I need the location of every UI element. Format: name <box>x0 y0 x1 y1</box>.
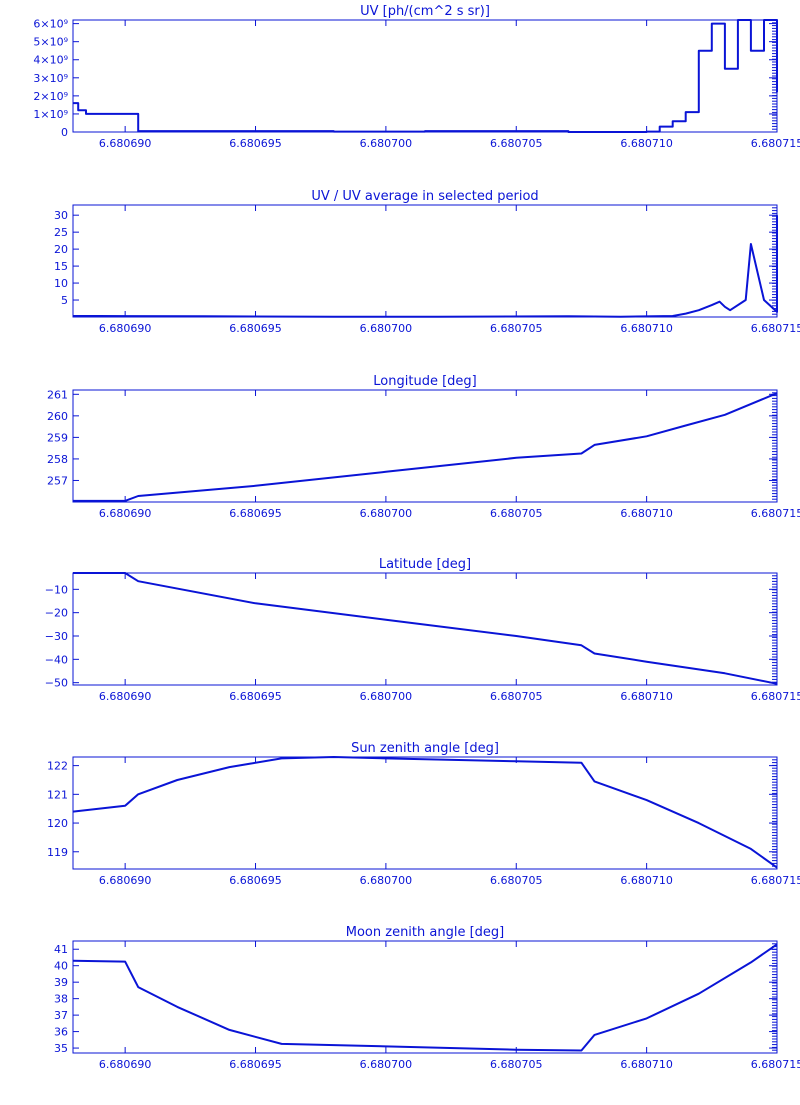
x-tick-label: 6.680690 <box>99 322 152 335</box>
y-tick-label: 261 <box>47 388 68 401</box>
x-tick-label: 6.680700 <box>360 1058 413 1071</box>
plot-frame <box>72 940 778 1054</box>
y-tick-label: 4×10⁹ <box>33 54 68 67</box>
chart-title: Sun zenith angle [deg] <box>351 741 499 756</box>
chart-panel-3: Longitude [deg] 6.680690 6.680695 6.680700 6… <box>47 374 800 520</box>
x-tick-label: 6.680695 <box>229 137 282 150</box>
x-tick-label: 6.680710 <box>620 690 673 703</box>
y-tick-label: 37 <box>54 1009 68 1022</box>
x-tick-label: 6.680705 <box>490 1058 543 1071</box>
series-line-1 <box>73 392 778 502</box>
y-tick-label: 25 <box>54 226 68 239</box>
chart-panel-2: UV / UV average in selected period 6.6806… <box>54 189 800 335</box>
y-tick-label: 258 <box>47 453 68 466</box>
chart-panel-4: Latitude [deg] 6.680690 6.680695 6.680700 6.… <box>45 557 800 703</box>
series-line-1 <box>73 215 778 318</box>
y-tick-label: 259 <box>47 431 68 444</box>
x-tick-label: 6.680705 <box>490 874 543 887</box>
y-tick-label: 35 <box>54 1042 68 1055</box>
y-tick-label: −10 <box>45 583 68 596</box>
x-tick-label: 6.680710 <box>620 322 673 335</box>
chart-panel-1: UV [ph/(cm^2 s sr)] 6.680690 6.680695 6.680… <box>33 4 800 150</box>
chart-title: UV [ph/(cm^2 s sr)] <box>360 4 490 19</box>
y-tick-label: 120 <box>47 817 68 830</box>
x-tick-label: 6.680710 <box>620 507 673 520</box>
series-line-1 <box>73 19 778 133</box>
y-tick-label: −40 <box>45 653 68 666</box>
chart-title: Moon zenith angle [deg] <box>346 925 504 940</box>
chart-title: UV / UV average in selected period <box>311 189 538 204</box>
y-tick-label: 260 <box>47 410 68 423</box>
x-tick-label: 6.680715 <box>751 1058 800 1071</box>
x-tick-label: 6.680700 <box>360 507 413 520</box>
y-tick-label: 257 <box>47 474 68 487</box>
plot-frame <box>72 389 778 503</box>
x-tick-label: 6.680710 <box>620 137 673 150</box>
x-tick-label: 6.680710 <box>620 1058 673 1071</box>
y-tick-label: 36 <box>54 1026 68 1039</box>
x-tick-label: 6.680710 <box>620 874 673 887</box>
y-tick-label: −20 <box>45 607 68 620</box>
y-tick-label: 39 <box>54 976 68 989</box>
x-tick-label: 6.680705 <box>490 137 543 150</box>
y-tick-label: 2×10⁹ <box>33 90 68 103</box>
y-tick-label: 122 <box>47 760 68 773</box>
y-tick-label: 41 <box>54 943 68 956</box>
x-tick-label: 6.680695 <box>229 507 282 520</box>
x-tick-label: 6.680695 <box>229 874 282 887</box>
plot-frame <box>72 756 778 870</box>
x-tick-label: 6.680715 <box>751 874 800 887</box>
chart-panel-5: Sun zenith angle [deg] 6.680690 6.680695 6.… <box>47 741 800 887</box>
x-tick-label: 6.680690 <box>99 137 152 150</box>
chart-panel-6: Moon zenith angle [deg] 6.680690 6.680695 6… <box>54 925 800 1071</box>
x-tick-label: 6.680705 <box>490 507 543 520</box>
y-tick-label: 10 <box>54 277 68 290</box>
plot-frame <box>72 204 778 318</box>
x-tick-label: 6.680695 <box>229 690 282 703</box>
x-tick-label: 6.680690 <box>99 690 152 703</box>
x-tick-label: 6.680690 <box>99 507 152 520</box>
x-tick-label: 6.680715 <box>751 690 800 703</box>
x-tick-label: 6.680705 <box>490 322 543 335</box>
y-tick-label: 30 <box>54 209 68 222</box>
x-tick-label: 6.680700 <box>360 874 413 887</box>
x-tick-label: 6.680690 <box>99 874 152 887</box>
x-tick-label: 6.680695 <box>229 1058 282 1071</box>
y-tick-label: 5×10⁹ <box>33 36 68 49</box>
plot-frame <box>72 19 778 133</box>
y-tick-label: 6×10⁹ <box>33 18 68 31</box>
x-tick-label: 6.680715 <box>751 322 800 335</box>
y-tick-label: 5 <box>61 294 68 307</box>
x-tick-label: 6.680700 <box>360 322 413 335</box>
y-tick-label: 3×10⁹ <box>33 72 68 85</box>
x-tick-label: 6.680705 <box>490 690 543 703</box>
series-line-1 <box>72 943 778 1052</box>
y-tick-label: 38 <box>54 993 68 1006</box>
x-tick-label: 6.680690 <box>99 1058 152 1071</box>
y-tick-label: 20 <box>54 243 68 256</box>
series-line-1 <box>73 572 778 685</box>
y-tick-label: 40 <box>54 960 68 973</box>
y-tick-label: 121 <box>47 788 68 801</box>
y-tick-label: −50 <box>45 677 68 690</box>
x-tick-label: 6.680695 <box>229 322 282 335</box>
chart-title: Latitude [deg] <box>379 557 471 572</box>
y-tick-label: 15 <box>54 260 68 273</box>
x-tick-label: 6.680715 <box>751 507 800 520</box>
x-tick-label: 6.680700 <box>360 137 413 150</box>
y-tick-label: 0 <box>61 126 68 139</box>
y-tick-label: 119 <box>47 846 68 859</box>
x-tick-label: 6.680700 <box>360 690 413 703</box>
x-tick-label: 6.680715 <box>751 137 800 150</box>
y-tick-label: 1×10⁹ <box>33 108 68 121</box>
y-tick-label: −30 <box>45 630 68 643</box>
series-line-1 <box>72 756 778 869</box>
chart-title: Longitude [deg] <box>373 374 476 389</box>
